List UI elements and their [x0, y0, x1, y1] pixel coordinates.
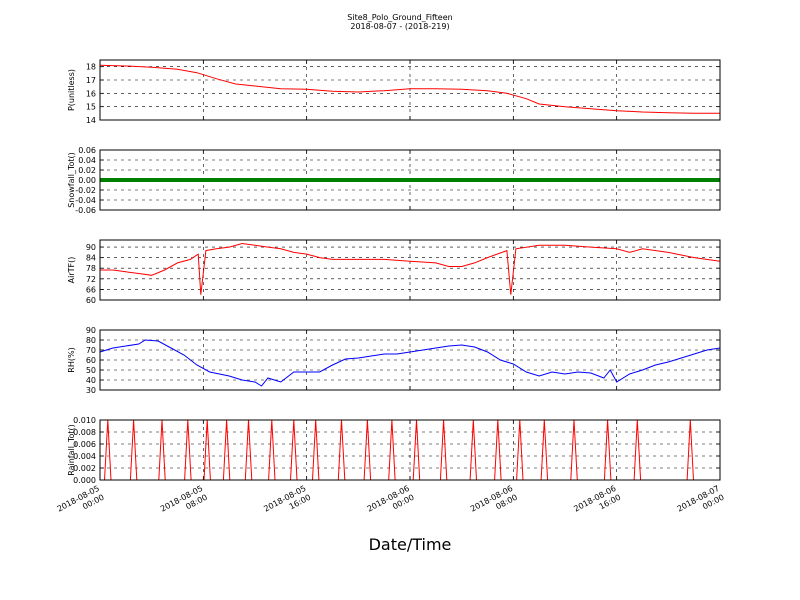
y-tick-label: 60 [86, 296, 96, 305]
y-tick-label: 0.004 [73, 452, 96, 461]
panel-2: -0.06-0.04-0.020.000.020.040.06Snowfall_… [67, 146, 721, 215]
panel-frame [99, 239, 721, 301]
y-axis-label: Rainfall_Tot() [67, 424, 76, 476]
y-tick-label: 70 [86, 346, 96, 355]
y-tick-label: 17 [86, 76, 96, 85]
panel-frame [99, 329, 721, 391]
y-tick-label: 78 [86, 264, 96, 273]
y-tick-label: 40 [86, 376, 96, 385]
y-tick-label: 16 [86, 89, 96, 98]
y-tick-label: 18 [86, 63, 96, 72]
y-tick-label: 0.010 [73, 416, 96, 425]
y-tick-label: 90 [86, 243, 96, 252]
y-tick-label: 14 [86, 116, 96, 125]
y-tick-label: 90 [86, 326, 96, 335]
series-line-3 [100, 242, 721, 295]
y-axis-label: AirTF() [67, 257, 76, 284]
panel-frame [99, 59, 721, 121]
panel-5: 0.000 0.002 0.004 0.006 0.008 0.010Rainfall_T… [67, 416, 721, 485]
y-tick-label: -0.06 [75, 206, 96, 215]
y-axis-label: RH(%) [67, 347, 76, 372]
y-tick-label: 80 [86, 336, 96, 345]
y-tick-label: 0.06 [78, 146, 96, 155]
y-tick-label: 0.04 [78, 156, 96, 165]
y-tick-label: 0.008 [73, 428, 96, 437]
chart-title: Site8_Polo_Ground_Fifteen [347, 13, 452, 22]
y-axis-label: Snowfall_Tot() [67, 152, 76, 208]
y-tick-label: 0.00 [78, 176, 96, 185]
panel-frame [99, 419, 721, 481]
y-tick-label: -0.04 [75, 196, 96, 205]
y-axis-label: P(unitless) [67, 69, 76, 111]
y-tick-label: 15 [86, 103, 96, 112]
y-tick-label: 50 [86, 366, 96, 375]
panels-group: 1415161718P(unitless)-0.06-0.04-0.020.00… [67, 59, 721, 485]
series-line-1 [99, 64, 720, 114]
y-tick-label: 60 [86, 356, 96, 365]
y-tick-label: 0.002 [73, 464, 96, 473]
y-tick-label: 0.006 [73, 440, 96, 449]
series-line-4 [99, 339, 721, 387]
y-tick-label: 66 [86, 285, 96, 294]
y-tick-label: 30 [86, 386, 96, 395]
y-tick-label: 84 [86, 254, 96, 263]
y-tick-label: 0.000 [73, 476, 96, 485]
panel-1: 14 15 16 17 18 P(unitless) [67, 59, 721, 125]
chart-subtitle: 2018-08-07 - (2018-219) [350, 22, 449, 31]
x-axis-label: Date/Time [369, 535, 452, 554]
panel-frame [99, 149, 721, 211]
y-tick-label: 72 [86, 275, 96, 284]
y-tick-label: -0.02 [75, 186, 96, 195]
y-tick-label: 0.02 [78, 166, 96, 175]
